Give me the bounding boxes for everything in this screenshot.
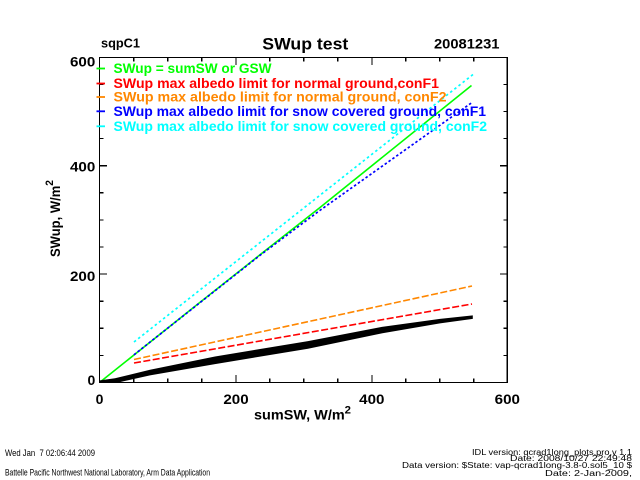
svg-text:0: 0 <box>88 372 96 388</box>
svg-text:Battelle Pacific Northwest Nat: Battelle Pacific Northwest National Labo… <box>5 467 210 477</box>
svg-text:SWup = sumSW or GSW: SWup = sumSW or GSW <box>114 61 272 76</box>
svg-text:SWup, W/m2: SWup, W/m2 <box>44 180 63 257</box>
svg-text:20081231: 20081231 <box>434 36 500 52</box>
svg-text:SWup max albedo limit for snow: SWup max albedo limit for snow covered g… <box>114 104 487 119</box>
svg-text:sqpC1: sqpC1 <box>101 36 140 51</box>
svg-text:SWup max albedo limit for norm: SWup max albedo limit for normal ground,… <box>114 76 440 91</box>
svg-text:SWup test: SWup test <box>262 36 349 54</box>
svg-text:IDL version: qcrad1long_plots.: IDL version: qcrad1long_plots.pro,v 1.1 <box>472 448 633 457</box>
svg-text:0: 0 <box>96 391 104 407</box>
svg-text:Data version: $State: vap-qcra: Data version: $State: vap-qcrad1long-3.8… <box>402 461 633 470</box>
svg-text:400: 400 <box>70 158 96 174</box>
svg-text:400: 400 <box>359 391 385 407</box>
svg-text:sumSW, W/m2: sumSW, W/m 2 <box>254 405 351 423</box>
svg-text:Date: 2008/10/27 22:49:48: Date: 2008/10/27 22:49:48 <box>510 454 633 463</box>
svg-text:SWup max albedo limit for snow: SWup max albedo limit for snow covered g… <box>114 119 488 134</box>
svg-text:600: 600 <box>70 54 96 70</box>
svg-text:SWup max albedo limit for norm: SWup max albedo limit for normal ground,… <box>114 90 447 105</box>
svg-text:200: 200 <box>223 391 249 407</box>
svg-text:600: 600 <box>495 391 521 407</box>
svg-text:200: 200 <box>70 268 96 284</box>
svg-text:Date: 2-Jan-2009,: Date: 2-Jan-2009, <box>545 469 632 478</box>
svg-text:Wed Jan 7 02:06:44 2009: Wed Jan 7 02:06:44 2009 <box>5 448 95 458</box>
